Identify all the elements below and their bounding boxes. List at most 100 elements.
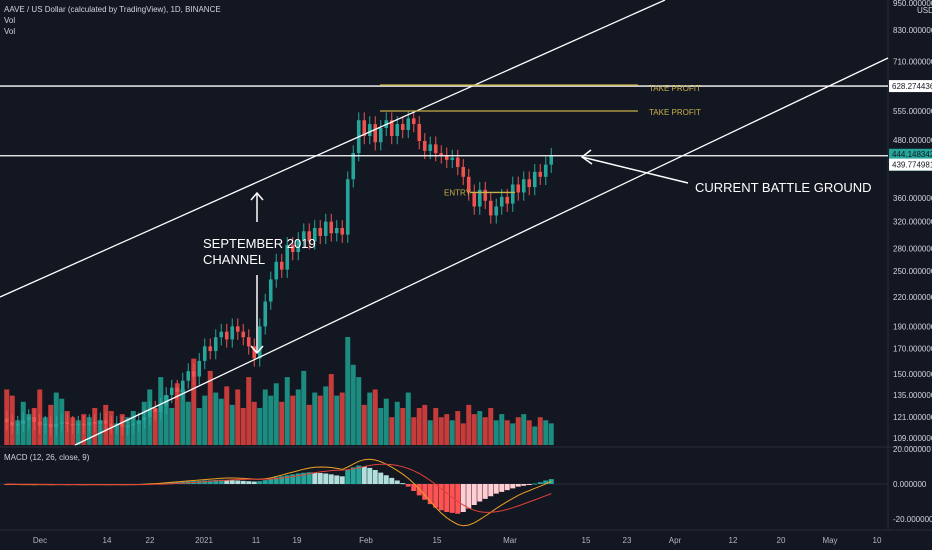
macd-histogram-bar	[471, 484, 477, 505]
volume-bar	[455, 411, 461, 445]
macd-histogram-bar	[273, 477, 279, 484]
volume-bar	[499, 414, 505, 445]
volume-bar	[306, 404, 312, 445]
date-tick-label: 15	[433, 536, 442, 545]
macd-histogram-bar	[284, 475, 290, 484]
candle-body	[153, 408, 158, 413]
date-tick-label: May	[822, 536, 837, 545]
macd-tick-label: -20.000000	[893, 515, 932, 524]
macd-histogram-bar	[477, 484, 483, 502]
candle-body	[285, 244, 290, 270]
volume-bar	[224, 386, 230, 445]
candle-body	[543, 164, 548, 177]
macd-histogram-bar	[334, 475, 340, 484]
price-tick-label: 220.000000	[893, 293, 932, 302]
candle-body	[54, 423, 59, 428]
candle-body	[461, 166, 466, 177]
candle-body	[532, 171, 537, 188]
candle-body	[202, 346, 207, 361]
candle-body	[406, 118, 411, 130]
macd-histogram-bar	[361, 466, 367, 484]
date-tick-label: 12	[729, 536, 738, 545]
price-tick-label: 320.000000	[893, 218, 932, 227]
volume-bar	[460, 423, 466, 445]
candle-body	[422, 140, 427, 151]
macd-histogram-bar	[389, 477, 395, 484]
price-tick-label: 109.000000	[893, 434, 932, 443]
axis-unit: USD	[917, 6, 932, 15]
candle-body	[65, 422, 70, 424]
macd-histogram-bar	[323, 473, 329, 484]
volume-bar	[290, 395, 296, 445]
macd-histogram-bar	[433, 484, 439, 508]
volume-bar	[251, 401, 257, 445]
candle-body	[169, 387, 174, 396]
candle-body	[378, 127, 383, 143]
price-tick-label: 480.000000	[893, 136, 932, 145]
symbol-title[interactable]: AAVE / US Dollar (calculated by TradingV…	[4, 5, 221, 14]
volume-bar	[427, 420, 433, 445]
volume-bar	[537, 417, 543, 445]
macd-histogram-bar	[455, 484, 461, 514]
candle-body	[186, 371, 191, 381]
macd-histogram-bar	[262, 480, 268, 484]
channel-label-line1: SEPTEMBER 2019	[203, 236, 316, 251]
candle-body	[180, 380, 185, 393]
candle-body	[345, 179, 350, 235]
volume-bar	[328, 374, 334, 445]
volume-bar	[26, 414, 32, 445]
date-tick-label: Apr	[669, 536, 682, 545]
volume-bar	[405, 392, 411, 445]
date-axis: Dec 14 22 2021 11 19 Feb 15 Mar 15 23 Apr 12 20 May 10	[33, 536, 882, 545]
candle-body	[494, 206, 499, 216]
candle-body	[439, 153, 444, 156]
volume-label-2[interactable]: Vol	[4, 27, 16, 36]
volume-label-1[interactable]: Vol	[4, 16, 16, 25]
candle-body	[312, 228, 317, 242]
candle-body	[455, 157, 460, 167]
volume-bar	[180, 389, 186, 445]
volume-bar	[207, 370, 213, 445]
macd-histogram-bar	[482, 484, 488, 499]
date-tick-label: 19	[293, 536, 302, 545]
price-tick-label: 190.000000	[893, 322, 932, 331]
macd-histogram-bar	[213, 479, 219, 484]
volume-bar	[433, 407, 439, 445]
price-tick-label: 121.000000	[893, 413, 932, 422]
volume-bar	[185, 401, 191, 445]
volume-bar	[510, 423, 516, 445]
date-tick-label: 10	[873, 536, 882, 545]
candle-body	[400, 124, 405, 130]
macd-histogram-bar	[268, 478, 274, 484]
candle-body	[10, 422, 15, 426]
macd-histogram-bar	[400, 483, 406, 485]
volume-bar	[257, 407, 263, 445]
channel-label-line2: CHANNEL	[203, 252, 265, 267]
chart-header: AAVE / US Dollar (calculated by TradingV…	[4, 4, 221, 37]
candle-body	[219, 331, 224, 338]
macd-histogram-bar	[290, 474, 296, 484]
macd-tick-label: 20.000000	[893, 445, 931, 454]
price-tick-label: 950.000000	[893, 0, 932, 8]
volume-bar	[152, 407, 158, 445]
candle-body	[125, 425, 130, 428]
volume-bar	[240, 407, 246, 445]
volume-bar	[378, 407, 384, 445]
macd-histogram-bar	[169, 482, 175, 484]
macd-histogram-bar	[532, 483, 538, 485]
candle-body	[252, 346, 257, 359]
candle-body	[70, 423, 75, 426]
volume-bar	[482, 417, 488, 445]
candle-body	[362, 120, 367, 137]
macd-histogram-bar	[444, 484, 450, 512]
macd-histogram-bar	[279, 476, 285, 484]
macd-histogram-bar	[367, 467, 373, 484]
volume-bar	[548, 423, 554, 445]
price-tick-label: 360.000000	[893, 194, 932, 203]
volume-bar	[163, 395, 169, 445]
candle-body	[340, 228, 345, 235]
date-tick-label: 23	[623, 536, 632, 545]
candle-body	[527, 179, 532, 188]
candle-body	[428, 144, 433, 151]
